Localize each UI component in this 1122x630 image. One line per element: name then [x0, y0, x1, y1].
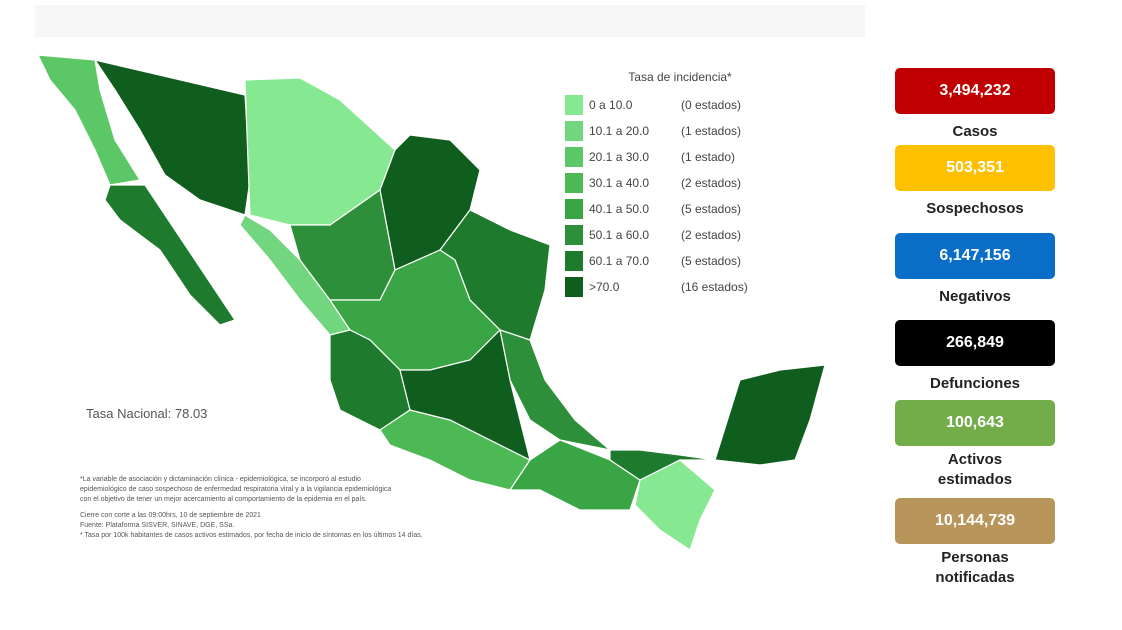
stat-label: Casos — [952, 123, 998, 140]
stat-value: 3,494,232 — [895, 68, 1055, 114]
state — [399, 328, 531, 462]
legend-range: 60.1 a 70.0 — [589, 254, 650, 268]
state — [104, 184, 236, 326]
footnote: epidemiológico de caso sospechoso de enf… — [80, 486, 392, 493]
stat-label: Defunciones — [929, 375, 1020, 392]
national-rate: Tasa Nacional: 78.03 — [86, 406, 208, 421]
footnotes: *La variable de asociación y dictaminaci… — [80, 475, 540, 541]
stat-card: 266,849 Defunciones — [895, 320, 1055, 394]
stat-card: 10,144,739 Personas notificadas — [895, 498, 1055, 588]
stat-value: 10,144,739 — [895, 498, 1055, 544]
legend-swatch — [565, 121, 583, 141]
stat-label: Negativos — [939, 288, 1011, 305]
stat-card: 3,494,232 Casos — [895, 68, 1055, 142]
state — [37, 54, 141, 186]
state — [609, 449, 716, 481]
legend-item: 60.1 a 70.0 (5 estados) — [565, 248, 775, 274]
legend-count: (5 estados) — [681, 254, 742, 268]
legend-range: 10.1 a 20.0 — [589, 124, 650, 138]
stat-value: 6,147,156 — [895, 233, 1055, 279]
legend-swatch — [565, 173, 583, 193]
footnote: Cierre con corte a las 09:00hrs, 10 de s… — [80, 512, 261, 519]
stat-label: Sospechosos — [926, 200, 1024, 217]
legend: Tasa de incidencia* 0 a 10.0 (0 estados) 1… — [565, 70, 775, 300]
legend-item: 0 a 10.0 (0 estados) — [565, 92, 775, 118]
legend-range: 30.1 a 40.0 — [589, 176, 650, 190]
legend-title: Tasa de incidencia* — [628, 70, 732, 84]
stat-value: 100,643 — [895, 400, 1055, 446]
legend-count: (1 estados) — [681, 124, 742, 138]
legend-item: 20.1 a 30.0 (1 estado) — [565, 144, 775, 170]
stat-card: 6,147,156 Negativos — [895, 233, 1055, 307]
footnote: *La variable de asociación y dictaminaci… — [80, 476, 361, 483]
legend-item: 30.1 a 40.0 (2 estados) — [565, 170, 775, 196]
stat-card: 503,351 Sospechosos — [895, 145, 1055, 219]
legend-count: (5 estados) — [681, 202, 742, 216]
legend-swatch — [565, 225, 583, 245]
legend-item: 50.1 a 60.0 (2 estados) — [565, 222, 775, 248]
footnote: Fuente: Plataforma SISVER, SINAVE, DGE, … — [80, 522, 235, 529]
state — [714, 364, 826, 466]
state — [634, 459, 716, 551]
stat-value: 266,849 — [895, 320, 1055, 366]
footnote: * Tasa por 100k habitantes de casos acti… — [80, 532, 423, 539]
legend-range: 50.1 a 60.0 — [589, 228, 650, 242]
legend-range: 20.1 a 30.0 — [589, 150, 650, 164]
legend-item: 10.1 a 20.0 (1 estados) — [565, 118, 775, 144]
legend-swatch — [565, 199, 583, 219]
legend-swatch — [565, 147, 583, 167]
legend-range: 0 a 10.0 — [589, 98, 633, 112]
legend-range: 40.1 a 50.0 — [589, 202, 650, 216]
header-band — [35, 5, 865, 37]
stat-label: Personas notificadas — [935, 549, 1015, 586]
legend-count: (0 estados) — [681, 98, 742, 112]
footnote: con el objetivo de tener un mejor acerca… — [80, 496, 367, 503]
legend-swatch — [565, 95, 583, 115]
legend-range: >70.0 — [589, 280, 620, 294]
map — [35, 5, 865, 551]
stat-value: 503,351 — [895, 145, 1055, 191]
legend-count: (16 estados) — [681, 280, 748, 294]
legend-item: 40.1 a 50.0 (5 estados) — [565, 196, 775, 222]
legend-swatch — [565, 251, 583, 271]
legend-count: (1 estado) — [681, 150, 736, 164]
state — [508, 439, 641, 511]
stat-card: 100,643 Activos estimados — [895, 400, 1055, 490]
stat-label: Activos estimados — [937, 451, 1013, 488]
legend-count: (2 estados) — [681, 176, 742, 190]
legend-count: (2 estados) — [681, 228, 742, 242]
legend-swatch — [565, 277, 583, 297]
legend-item: >70.0 (16 estados) — [565, 274, 775, 300]
